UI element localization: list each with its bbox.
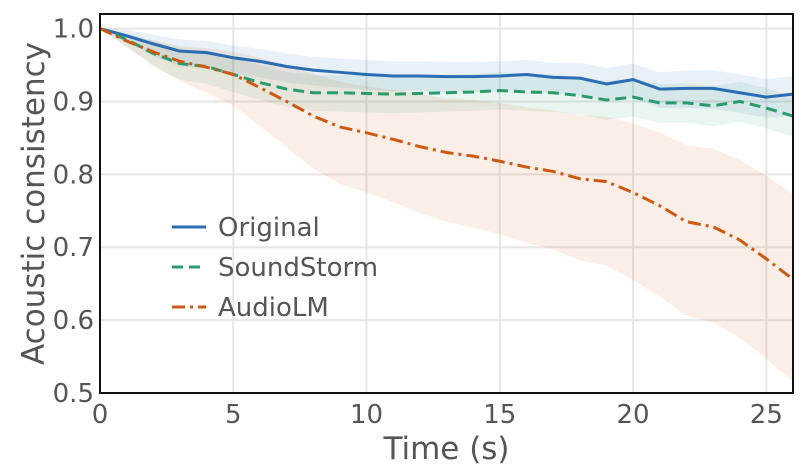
y-axis-label: Acoustic consistency (16, 42, 52, 365)
legend-label-audiolm: AudioLM (218, 293, 329, 323)
y-tick-label-3: 0.8 (53, 160, 94, 190)
plot-frame (99, 13, 794, 394)
series-lines (99, 27, 794, 281)
y-tick-label-1: 0.6 (53, 306, 94, 336)
y-tick-label-4: 0.9 (53, 87, 94, 117)
x-axis-label: Time (s) (382, 431, 509, 467)
x-tick-label-5: 25 (750, 400, 783, 430)
x-tick-label-0: 0 (92, 400, 109, 430)
legend: Original SoundStorm AudioLM (172, 213, 378, 323)
band-original (100, 28, 793, 118)
band-soundstorm (100, 28, 793, 137)
tick-labels: 0 5 10 15 20 25 0.5 0.6 0.7 0.8 0.9 1.0 (53, 15, 783, 430)
y-tick-label-2: 0.7 (53, 233, 94, 263)
y-tick-label-0: 0.5 (53, 379, 94, 409)
band-audiolm (100, 28, 793, 383)
x-tick-label-3: 15 (483, 400, 516, 430)
x-tick-label-2: 10 (350, 400, 383, 430)
series-line-audiolm (99, 27, 794, 281)
legend-label-soundstorm: SoundStorm (218, 253, 378, 283)
y-tick-label-5: 1.0 (53, 15, 94, 45)
series-line-original (99, 27, 794, 99)
legend-label-original: Original (218, 213, 320, 243)
confidence-bands (100, 28, 793, 383)
x-tick-label-4: 20 (617, 400, 650, 430)
x-tick-label-1: 5 (225, 400, 242, 430)
